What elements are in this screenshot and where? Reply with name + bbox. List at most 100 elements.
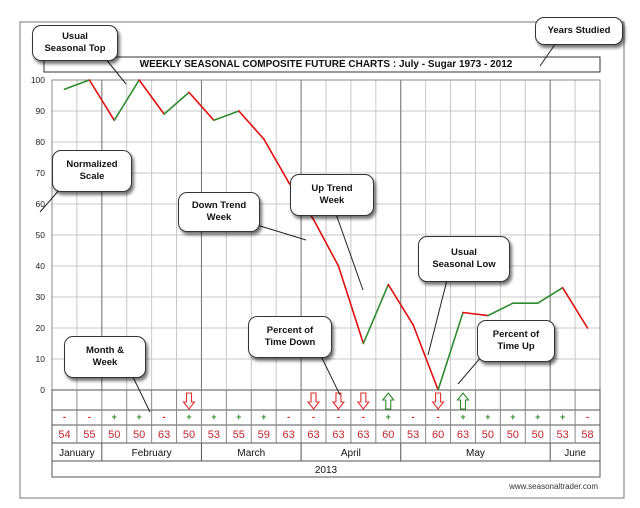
arrow-up-icon	[456, 392, 470, 410]
arrow-down-icon	[331, 392, 346, 410]
percent-value: 59	[258, 429, 270, 441]
percent-value: 50	[507, 429, 519, 441]
line-segment	[387, 283, 414, 326]
percent-value: 50	[133, 429, 145, 441]
direction-sign: +	[460, 412, 465, 422]
percent-value: 55	[83, 429, 95, 441]
percent-value: 63	[357, 429, 369, 441]
callout-pointer	[319, 353, 341, 396]
callout-pointer	[104, 57, 127, 85]
percent-value: 63	[457, 429, 469, 441]
percent-value: 50	[183, 429, 195, 441]
callout-normalized-scale: Normalized Scale	[52, 150, 132, 192]
line-segment	[213, 110, 240, 122]
month-label: May	[466, 448, 485, 459]
year-label: 2013	[315, 465, 338, 476]
y-tick-label: 100	[31, 75, 45, 85]
footer-url: www.seasonaltrader.com	[508, 482, 598, 491]
line-segment	[437, 311, 464, 391]
percent-value: 50	[482, 429, 494, 441]
callout-pointer	[39, 188, 61, 213]
line-segment	[238, 110, 265, 140]
direction-sign: -	[362, 412, 365, 422]
y-axis-ticks: 0 10 20 30 40 50 60 70 80 90 100	[31, 75, 45, 395]
direction-sign: -	[437, 412, 440, 422]
direction-sign: -	[63, 412, 66, 422]
line-segment	[412, 324, 439, 391]
callout-usual-seasonal-top: Usual Seasonal Top	[32, 25, 118, 61]
direction-sign: +	[510, 412, 515, 422]
callout-pointers	[39, 42, 557, 413]
y-tick-label: 80	[36, 137, 46, 147]
direction-sign: +	[560, 412, 565, 422]
callout-month-week: Month & Week	[64, 336, 146, 378]
callout-years-studied: Years Studied	[535, 17, 623, 45]
line-segment	[487, 302, 514, 317]
line-segment	[188, 91, 215, 122]
y-tick-label: 20	[36, 323, 46, 333]
arrow-down-icon	[431, 392, 445, 410]
line-segment	[337, 265, 365, 345]
percent-value: 53	[208, 429, 220, 441]
data-table: January February March April May June 2013 - - + +…	[51, 389, 601, 478]
chart-frame	[19, 21, 625, 499]
percent-value: 63	[307, 429, 319, 441]
y-tick-label: 40	[36, 261, 46, 271]
y-tick-label: 10	[36, 354, 46, 364]
percent-value: 63	[332, 429, 344, 441]
y-tick-label: 30	[36, 292, 46, 302]
line-segment	[113, 79, 140, 122]
direction-sign: -	[163, 412, 166, 422]
line-segment	[88, 79, 116, 122]
callout-up-trend-week: Up Trend Week	[290, 174, 374, 216]
percent-value: 53	[557, 429, 569, 441]
percent-value: 63	[283, 429, 295, 441]
direction-sign: -	[88, 412, 91, 422]
callout-pointer	[457, 355, 483, 385]
line-segment	[262, 138, 290, 184]
line-segment	[462, 311, 489, 317]
price-line	[63, 79, 589, 391]
direction-sign: +	[485, 412, 490, 422]
direction-sign: -	[412, 412, 415, 422]
percent-value: 50	[108, 429, 120, 441]
month-label: January	[59, 448, 95, 459]
direction-sign: +	[112, 412, 117, 422]
line-segment	[163, 91, 190, 115]
callout-percent-time-down: Percent of Time Down	[248, 316, 332, 358]
direction-sign: +	[386, 412, 391, 422]
line-segment	[138, 79, 165, 115]
callout-pointer	[256, 224, 307, 241]
direction-sign: +	[236, 412, 241, 422]
y-tick-label: 50	[36, 230, 46, 240]
percent-value: 53	[407, 429, 419, 441]
line-segment	[312, 218, 340, 267]
line-segment	[561, 286, 589, 329]
month-label: March	[237, 448, 265, 459]
percent-value: 54	[58, 429, 70, 441]
direction-sign: -	[586, 412, 589, 422]
callout-percent-time-up: Percent of Time Up	[477, 320, 555, 362]
callout-pointer	[539, 42, 557, 67]
callout-down-trend-week: Down Trend Week	[178, 192, 260, 232]
direction-sign: +	[535, 412, 540, 422]
arrow-up-icon	[381, 392, 395, 410]
direction-sign: -	[337, 412, 340, 422]
direction-sign: +	[186, 412, 191, 422]
arrow-down-icon	[306, 392, 321, 410]
percent-value: 58	[581, 429, 593, 441]
direction-sign: +	[211, 412, 216, 422]
line-segment	[63, 79, 91, 91]
callout-pointer	[427, 279, 448, 356]
line-segment	[362, 283, 390, 345]
direction-sign: -	[312, 412, 315, 422]
percent-value: 60	[432, 429, 444, 441]
month-label: June	[564, 448, 586, 459]
arrow-down-icon	[356, 392, 370, 410]
title-box	[43, 56, 601, 73]
percent-value: 60	[382, 429, 394, 441]
y-tick-label: 70	[36, 168, 46, 178]
y-tick-label: 60	[36, 199, 46, 209]
callout-pointer	[131, 374, 151, 413]
